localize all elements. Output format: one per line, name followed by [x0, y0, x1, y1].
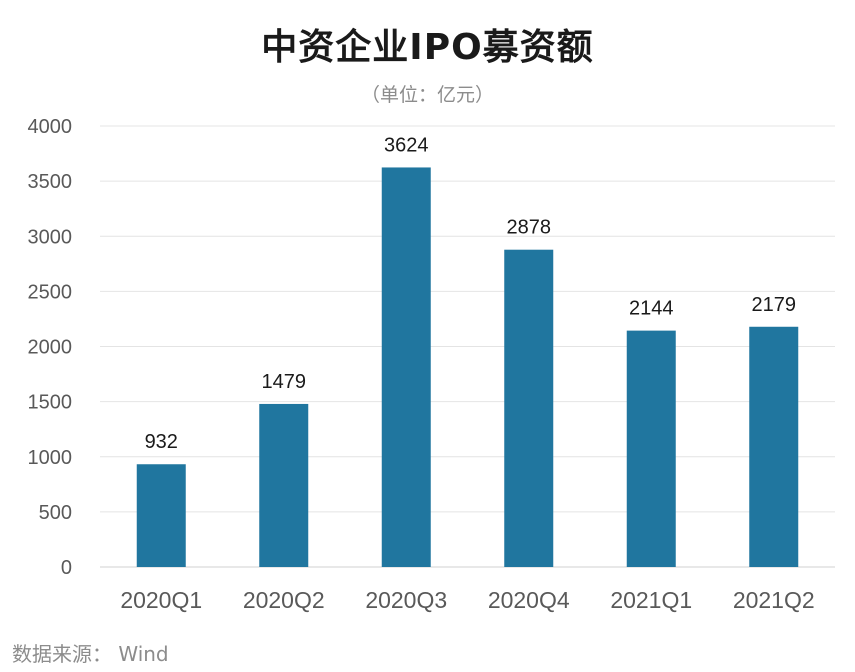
bar: [136, 464, 186, 567]
y-tick-label: 3500: [28, 171, 73, 193]
chart-title: 中资企业IPO募资额: [261, 27, 594, 68]
y-tick-label: 3000: [28, 226, 73, 248]
x-tick-label: 2020Q1: [120, 587, 202, 613]
x-tick-label: 2021Q2: [733, 587, 815, 613]
x-tick-label: 2021Q1: [610, 587, 692, 613]
y-tick-label: 500: [39, 502, 72, 524]
x-tick-label: 2020Q3: [365, 587, 447, 613]
chart-subtitle: （单位：亿元）: [360, 84, 494, 106]
data-label: 1479: [262, 371, 307, 393]
x-tick-label: 2020Q4: [488, 587, 570, 613]
data-label: 932: [145, 431, 178, 453]
y-tick-label: 0: [61, 557, 72, 579]
bar: [381, 167, 431, 568]
bar: [626, 330, 676, 567]
x-tick-label: 2020Q2: [243, 587, 325, 613]
data-source-note: 数据来源： Wind: [12, 642, 169, 666]
y-tick-label: 2500: [28, 281, 73, 303]
data-label: 3624: [384, 134, 429, 156]
data-label: 2179: [752, 294, 797, 316]
bar: [749, 326, 799, 567]
y-tick-label: 2000: [28, 337, 73, 359]
bar: [504, 249, 554, 567]
data-label: 2878: [507, 217, 552, 239]
y-tick-label: 1500: [28, 392, 73, 414]
y-tick-label: 1000: [28, 447, 73, 469]
y-tick-label: 4000: [28, 116, 73, 138]
bar: [259, 403, 309, 567]
data-label: 2144: [629, 298, 674, 320]
